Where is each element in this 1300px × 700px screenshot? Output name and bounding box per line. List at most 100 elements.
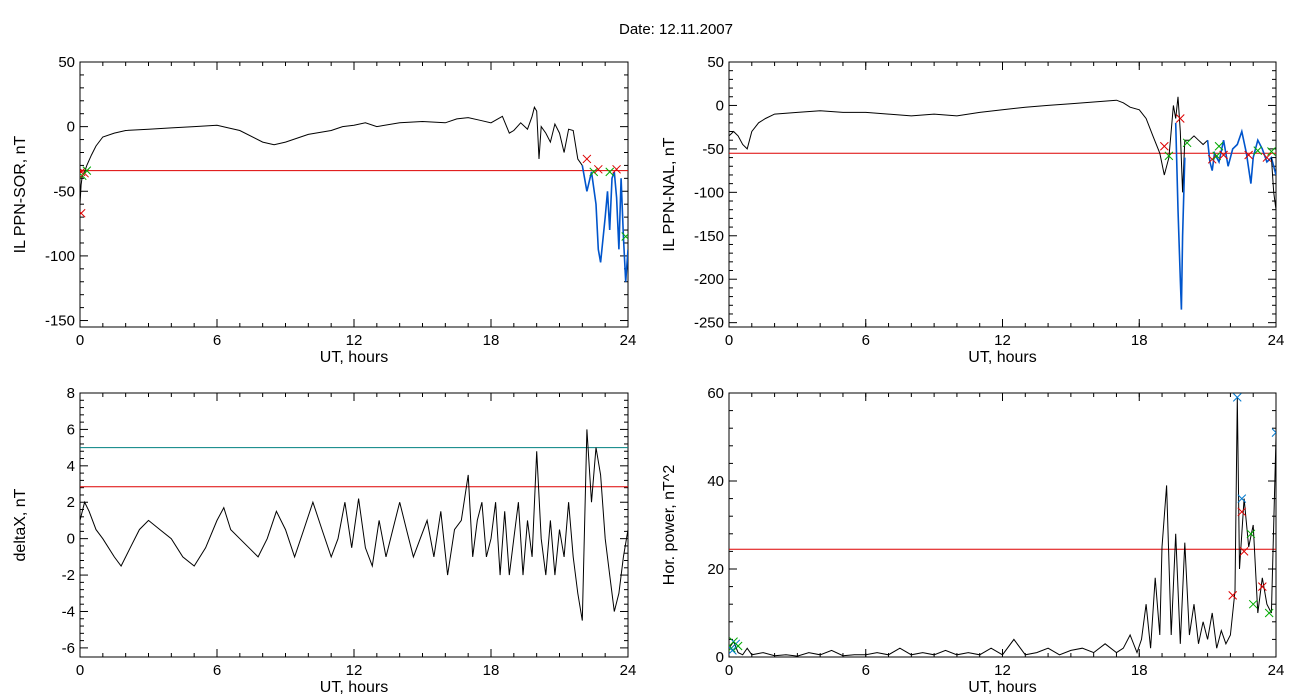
y-axis-label: Hor. power, nT^2 xyxy=(661,465,678,586)
marker-stroke xyxy=(589,167,599,177)
data-marker xyxy=(621,232,628,241)
series-highlight xyxy=(1206,128,1276,184)
figure-title: Date: 12.11.2007 xyxy=(619,21,733,38)
data-marker xyxy=(1237,494,1247,503)
data-marker xyxy=(593,164,603,174)
panel-3: 0 6 12 18 24 8 6 4 2 0 -2 -4 -6 UT, hours deltaX, nT xyxy=(12,385,636,696)
marker-stroke xyxy=(1271,428,1276,434)
series-trace xyxy=(729,96,1208,193)
data-marker xyxy=(1164,151,1174,161)
x-tick-label: 24 xyxy=(620,662,637,679)
x-tick-label: 6 xyxy=(862,662,870,679)
data-marker xyxy=(733,641,743,651)
plot-area xyxy=(729,393,1276,657)
marker-stroke xyxy=(1164,151,1174,161)
plot-frame xyxy=(728,61,1277,328)
data-marker xyxy=(1246,529,1256,539)
data-marker xyxy=(1271,428,1276,437)
y-tick-label: 2 xyxy=(67,494,75,511)
marker-stroke xyxy=(593,164,603,174)
y-tick-label: -2 xyxy=(62,567,75,584)
marker-stroke xyxy=(82,166,92,175)
data-marker xyxy=(1232,393,1242,402)
marker-stroke xyxy=(1232,393,1242,402)
data-marker xyxy=(1175,114,1185,123)
marker-stroke xyxy=(1214,141,1224,151)
marker-stroke xyxy=(582,154,592,164)
data-marker xyxy=(729,646,737,655)
marker-stroke xyxy=(1257,582,1267,591)
marker-stroke xyxy=(729,646,737,655)
plot-frame xyxy=(79,392,629,658)
x-tick-label: 0 xyxy=(725,332,733,349)
x-axis-label: UT, hours xyxy=(968,349,1036,366)
x-tick-label: 12 xyxy=(994,332,1011,349)
y-tick-label: -4 xyxy=(62,603,75,620)
data-marker xyxy=(1207,154,1217,164)
data-marker xyxy=(1237,507,1247,517)
marker-stroke xyxy=(1228,591,1238,600)
data-marker xyxy=(82,166,92,175)
y-tick-label: 60 xyxy=(707,385,724,402)
x-axis-label: UT, hours xyxy=(968,679,1036,696)
y-tick-label: -200 xyxy=(694,271,724,288)
x-tick-label: 18 xyxy=(1131,662,1148,679)
x-tick-label: 0 xyxy=(76,332,84,349)
y-tick-label: 0 xyxy=(67,531,75,548)
marker-stroke xyxy=(80,167,86,174)
y-tick-label: 0 xyxy=(67,119,75,136)
data-marker xyxy=(1159,141,1169,151)
x-tick-label: 24 xyxy=(1268,332,1285,349)
marker-stroke xyxy=(1262,153,1272,162)
y-axis-label: deltaX, nT xyxy=(12,488,29,561)
marker-stroke xyxy=(612,164,621,174)
plot-area xyxy=(729,96,1276,310)
marker-stroke xyxy=(1271,431,1276,437)
y-tick-label: 8 xyxy=(67,385,75,402)
plot-area xyxy=(80,105,628,282)
data-marker xyxy=(1257,582,1267,591)
x-tick-label: 6 xyxy=(213,332,221,349)
marker-stroke xyxy=(80,208,86,216)
marker-stroke xyxy=(1264,608,1274,618)
y-tick-label: -150 xyxy=(45,313,75,330)
data-marker xyxy=(1253,146,1263,155)
y-tick-label: 6 xyxy=(67,421,75,438)
data-marker xyxy=(1267,147,1276,156)
data-marker xyxy=(582,154,592,164)
panel-2: 0 6 12 18 24 50 0 -50 -100 -150 -200 -250 UT, hours I… xyxy=(661,54,1284,366)
y-tick-label: -250 xyxy=(694,315,724,332)
y-tick-label: 50 xyxy=(707,54,724,71)
plot-area xyxy=(80,429,628,621)
y-tick-label: -6 xyxy=(62,640,75,657)
series-trace xyxy=(80,105,583,205)
y-tick-label: 20 xyxy=(707,561,724,578)
y-tick-label: 0 xyxy=(716,649,724,666)
y-tick-label: -50 xyxy=(53,183,75,200)
marker-stroke xyxy=(1267,147,1276,156)
data-marker xyxy=(1228,591,1238,600)
x-tick-label: 24 xyxy=(1268,662,1285,679)
data-marker xyxy=(605,167,615,177)
series-trace-segment xyxy=(1270,157,1276,210)
data-marker xyxy=(612,164,621,174)
data-marker xyxy=(1262,153,1272,162)
y-tick-label: -100 xyxy=(45,248,75,265)
panel-1: 0 6 12 18 24 50 0 -50 -100 -150 UT, hours IL PPN-SO… xyxy=(12,54,636,366)
marker-stroke xyxy=(605,167,615,177)
data-marker xyxy=(1219,150,1228,160)
data-marker xyxy=(589,167,599,177)
x-tick-label: 12 xyxy=(994,662,1011,679)
plot-frame xyxy=(728,392,1277,658)
marker-stroke xyxy=(1207,154,1217,164)
x-tick-label: 0 xyxy=(725,662,733,679)
data-marker xyxy=(1264,608,1274,618)
marker-stroke xyxy=(621,233,628,241)
x-tick-label: 24 xyxy=(620,332,637,349)
data-marker xyxy=(1214,141,1224,151)
y-tick-label: 4 xyxy=(67,458,75,475)
x-tick-label: 18 xyxy=(1131,332,1148,349)
series-highlight xyxy=(581,165,628,282)
y-axis-label: IL PPN-NAL, nT xyxy=(661,137,678,251)
